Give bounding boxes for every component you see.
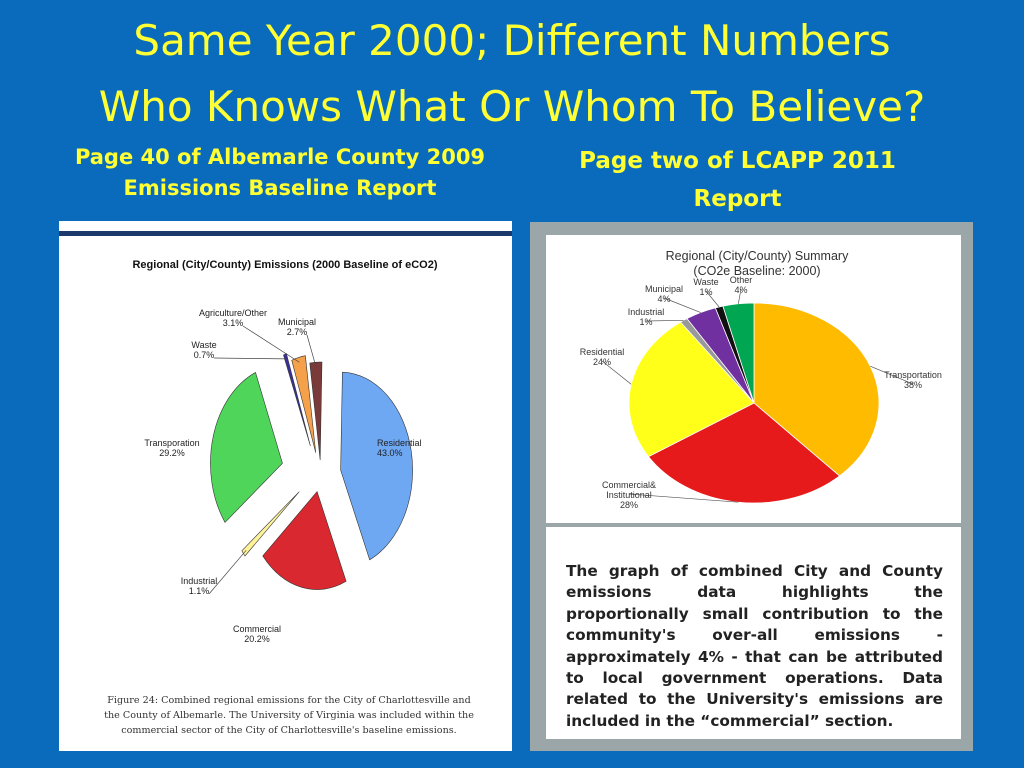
- right-pie-leader-commercial-institutional: [628, 493, 739, 503]
- left-figure-caption: Figure 24: Combined regional emissions f…: [104, 695, 474, 736]
- right-chart-box: Regional (City/County) Summary (CO2e Bas…: [546, 235, 961, 523]
- right-pie-chart: Regional (City/County) Summary (CO2e Bas…: [580, 249, 942, 510]
- left-pie-value-agriculture-other: 3.1%: [223, 318, 244, 328]
- left-pie-slice-transporation: [210, 372, 283, 523]
- right-pie-value-other: 4%: [734, 285, 747, 295]
- right-report-caption: Page two of LCAPP 2011 Report: [579, 148, 896, 212]
- left-pie-value-residential: 43.0%: [377, 448, 403, 458]
- right-pie-label-industrial: Industrial: [628, 307, 665, 317]
- right-pie-label-transportation: Transportation: [884, 370, 942, 380]
- right-pie-value-transportation: 38%: [904, 380, 922, 390]
- right-pie-label-commercial-institutional-0: Commercial&: [602, 480, 656, 490]
- left-pie-leader-agriculture-other: [242, 325, 300, 363]
- left-pie-label-commercial: Commercial: [233, 624, 281, 634]
- left-pie-value-transporation: 29.2%: [159, 448, 185, 458]
- right-pie-label-waste: Waste: [693, 277, 718, 287]
- left-report-panel: Regional (City/County) Emissions (2000 B…: [59, 221, 512, 751]
- right-report-panel: Regional (City/County) Summary (CO2e Bas…: [530, 222, 973, 751]
- left-pie-leader-municipal: [306, 334, 317, 368]
- left-chart-title: Regional (City/County) Emissions (2000 B…: [132, 259, 437, 271]
- left-pie-label-residential: Residential: [377, 438, 422, 448]
- left-pie-value-waste: 0.7%: [194, 350, 215, 360]
- right-pie-leader-waste: [705, 290, 720, 308]
- left-pie-slice-agriculture-other: [291, 355, 317, 453]
- right-description-text: The graph of combined City and County em…: [566, 562, 943, 730]
- left-pie-leader-waste: [213, 357, 287, 360]
- left-pie-value-commercial: 20.2%: [244, 634, 270, 644]
- left-pie-label-municipal: Municipal: [278, 317, 316, 327]
- right-pie-leader-industrial: [645, 319, 684, 322]
- right-pie-label-residential: Residential: [580, 347, 625, 357]
- right-pie-leader-transportation: [870, 365, 914, 385]
- left-pie-slice-commercial: [262, 490, 347, 590]
- right-pie-value-commercial-institutional: 28%: [620, 500, 638, 510]
- right-pie-slice-transportation: [753, 302, 880, 477]
- right-pie-label-commercial-institutional-1: Institutional: [606, 490, 652, 500]
- left-pie-label-transporation: Transporation: [144, 438, 199, 448]
- right-pie-value-waste: 1%: [699, 287, 712, 297]
- left-pie-value-municipal: 2.7%: [287, 327, 308, 337]
- right-description-box: The graph of combined City and County em…: [546, 527, 961, 739]
- left-pie-chart: Regional (City/County) Emissions (2000 B…: [132, 259, 437, 644]
- right-pie-label-other: Other: [730, 275, 753, 285]
- right-pie-slice-other: [722, 302, 755, 404]
- left-pie-label-waste: Waste: [191, 340, 216, 350]
- right-pie-leader-other: [737, 288, 742, 304]
- right-chart-title-line1: Regional (City/County) Summary: [666, 249, 849, 263]
- right-pie-value-industrial: 1%: [639, 317, 652, 327]
- right-pie-value-residential: 24%: [593, 357, 611, 367]
- left-pie-value-industrial: 1.1%: [189, 586, 210, 596]
- slide-title-line1: Same Year 2000; Different Numbers: [133, 16, 891, 65]
- left-pie-slice-residential: [340, 371, 413, 561]
- right-pie-leader-municipal: [663, 297, 701, 313]
- right-chart-title-line2: (CO2e Baseline: 2000): [693, 264, 820, 278]
- report-header-rule: [59, 231, 512, 236]
- right-pie-label-municipal: Municipal: [645, 284, 683, 294]
- right-pie-value-municipal: 4%: [657, 294, 670, 304]
- left-pie-label-industrial: Industrial: [181, 576, 218, 586]
- left-pie-slice-municipal: [309, 361, 323, 461]
- right-pie-leader-residential: [601, 360, 632, 385]
- right-pie-slice-residential: [628, 321, 755, 458]
- left-pie-leader-industrial: [208, 550, 247, 595]
- left-pie-label-agriculture-other: Agriculture/Other: [199, 308, 267, 318]
- slide-title-line2: Who Knows What Or Whom To Believe?: [98, 82, 926, 131]
- left-report-caption: Page 40 of Albemarle County 2009 Emissio…: [74, 145, 486, 200]
